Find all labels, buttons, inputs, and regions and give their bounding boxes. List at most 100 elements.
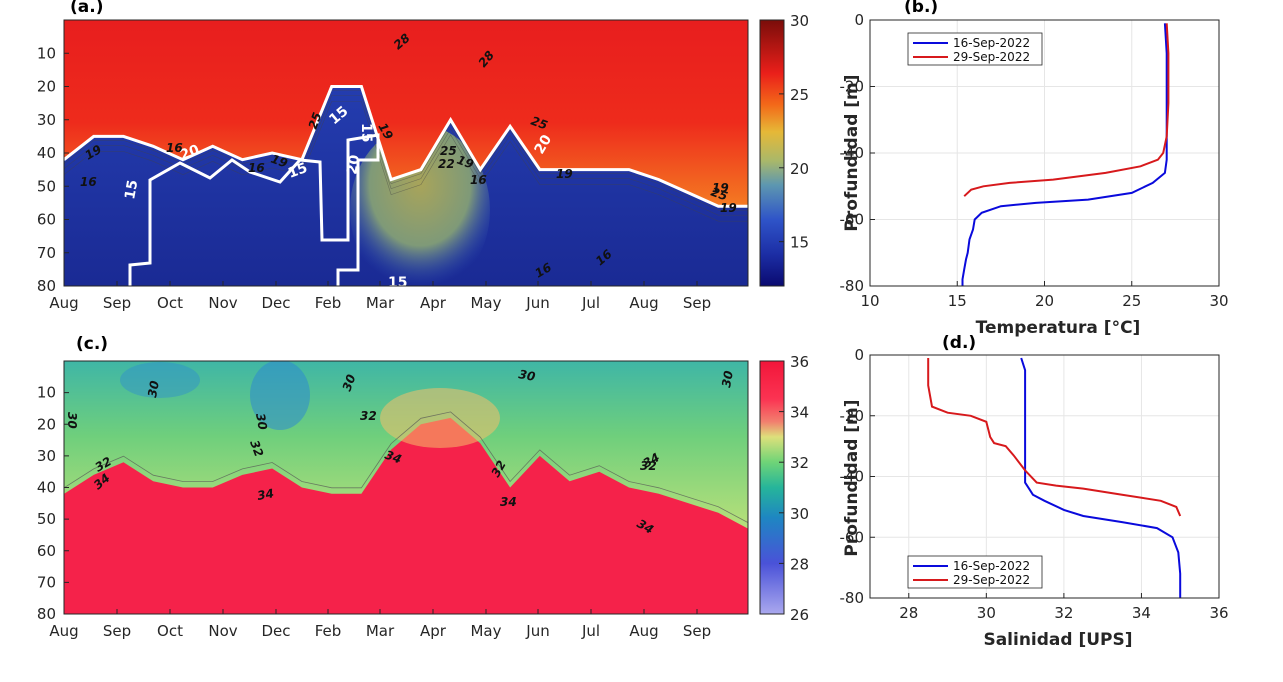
y-tick-label: 20 <box>37 415 56 433</box>
legend-label: 29-Sep-2022 <box>953 573 1030 587</box>
profile-line-16-Sep-2022 <box>1020 357 1182 598</box>
colorbar-tick-label: 15 <box>790 234 809 252</box>
y-tick-label: -60 <box>840 211 865 229</box>
contour-label: 16 <box>80 175 97 189</box>
legend-label: 16-Sep-2022 <box>953 36 1030 50</box>
contour-label: 20 <box>344 153 363 175</box>
legend-box <box>907 32 1043 66</box>
low-salinity-surface-layer <box>64 361 748 529</box>
contour-label: 19 <box>269 152 289 171</box>
colorbar-tick-label: 34 <box>790 404 809 422</box>
contour-label: 30 <box>340 373 359 393</box>
x-tick-label: May <box>470 294 501 312</box>
contour-label: 34 <box>500 495 517 509</box>
x-tick-label: Jul <box>581 294 600 312</box>
x-tick-label: Feb <box>315 294 342 312</box>
y-tick-label: 60 <box>37 542 56 560</box>
y-tick-label: -80 <box>840 277 865 295</box>
y-tick-label: 50 <box>37 177 56 195</box>
panel-a-x-ticks: Aug Sep Oct Nov Dec Feb Mar Apr May Jun Jul Aug Sep <box>49 281 711 312</box>
x-tick-label: Nov <box>208 622 237 640</box>
y-tick-label: 80 <box>37 605 56 623</box>
y-tick-label: 80 <box>37 277 56 295</box>
colorbar-tick-label: 30 <box>790 12 809 30</box>
x-tick-label: Aug <box>629 622 658 640</box>
panel-b-ylabel: Profundidad [m] <box>842 74 862 231</box>
panel-d-xlabel: Salinidad [UPS] <box>983 630 1132 650</box>
colorbar-tick-label: 20 <box>790 160 809 178</box>
x-tick-label: 28 <box>899 604 918 622</box>
x-tick-label: Apr <box>420 622 447 640</box>
y-tick-label: 10 <box>37 384 56 402</box>
contour-label: 19 <box>455 153 475 172</box>
panel-a-label: (a.) <box>70 0 103 17</box>
colorbar-tick-label: 36 <box>790 353 809 371</box>
contour-label: 16 <box>248 161 265 175</box>
colorbar-tick-label: 26 <box>790 606 809 624</box>
temperature-isolines <box>64 90 748 222</box>
contour-label: 30 <box>65 412 79 429</box>
x-tick-label: Jul <box>581 622 600 640</box>
temperature-profile-panel: (b.) 10 15 20 25 30 0 -20 -40 -60 -80 Temperatura… <box>840 0 1229 338</box>
x-tick-label: 10 <box>860 292 879 310</box>
temperature-colorbar-ticks: 15 20 25 30 <box>779 12 809 252</box>
panel-b-ticks: 10 15 20 25 30 0 -20 -40 -60 -80 <box>840 11 1229 310</box>
x-tick-label: Mar <box>366 294 395 312</box>
panel-b-label: (b.) <box>904 0 938 17</box>
contour-label: 25 <box>306 111 325 131</box>
x-tick-label: 32 <box>1054 604 1073 622</box>
x-tick-label: Sep <box>103 294 131 312</box>
contour-label: 22 <box>438 157 455 171</box>
x-tick-label: Dec <box>261 622 290 640</box>
panel-c-x-ticks: Aug Sep Oct Nov Dec Feb Mar Apr May Jun Jul Aug Sep <box>49 609 711 640</box>
contour-label: 15 <box>388 275 407 291</box>
x-tick-label: Oct <box>157 294 183 312</box>
x-tick-label: Jun <box>525 622 549 640</box>
contour-line-20 <box>64 85 748 208</box>
temperature-profile-lines <box>961 23 1170 286</box>
contour-label: 30 <box>719 370 736 389</box>
x-tick-label: Jun <box>525 294 549 312</box>
y-tick-label: 60 <box>37 211 56 229</box>
y-tick-label: 50 <box>37 510 56 528</box>
colorbar-tick-label: 32 <box>790 454 809 472</box>
y-tick-label: 30 <box>37 111 56 129</box>
contour-label: 25 <box>440 144 457 158</box>
y-tick-label: 40 <box>37 144 56 162</box>
colorbar-tick-label: 25 <box>790 86 809 104</box>
legend-label: 29-Sep-2022 <box>953 50 1030 64</box>
contour-label: 15 <box>286 160 310 182</box>
y-tick-label: 0 <box>854 11 864 29</box>
salinity-colorbar <box>759 360 785 615</box>
legend-label: 16-Sep-2022 <box>953 559 1030 573</box>
contour-label: 34 <box>256 486 275 503</box>
salinity-colorbar-ticks: 26 28 30 32 34 36 <box>779 353 809 624</box>
x-tick-label: 20 <box>1035 292 1054 310</box>
y-tick-label: -40 <box>840 144 865 162</box>
contour-label: 19 <box>556 167 573 181</box>
legend-box <box>907 555 1043 589</box>
x-tick-label: Oct <box>157 622 183 640</box>
x-tick-label: Aug <box>49 622 78 640</box>
contour-label: 15 <box>122 179 141 201</box>
fresh-water-patch <box>120 362 200 398</box>
intermediate-salinity-patch <box>380 388 500 448</box>
x-tick-label: 15 <box>948 292 967 310</box>
x-tick-label: Apr <box>420 294 447 312</box>
y-tick-label: 0 <box>854 346 864 364</box>
salinity-isoline-32 <box>64 411 748 523</box>
contour-label: 30 <box>253 412 270 431</box>
profile-line-29-Sep-2022 <box>963 23 1170 197</box>
contour-label: 30 <box>145 380 162 399</box>
contour-label: 20 <box>178 142 202 164</box>
y-tick-label: 70 <box>37 244 56 262</box>
x-tick-label: Dec <box>261 294 290 312</box>
panel-d-ticks: 28 30 32 34 36 0 -20 -40 -60 -80 <box>840 346 1229 622</box>
warm-surface-layer <box>64 20 748 207</box>
